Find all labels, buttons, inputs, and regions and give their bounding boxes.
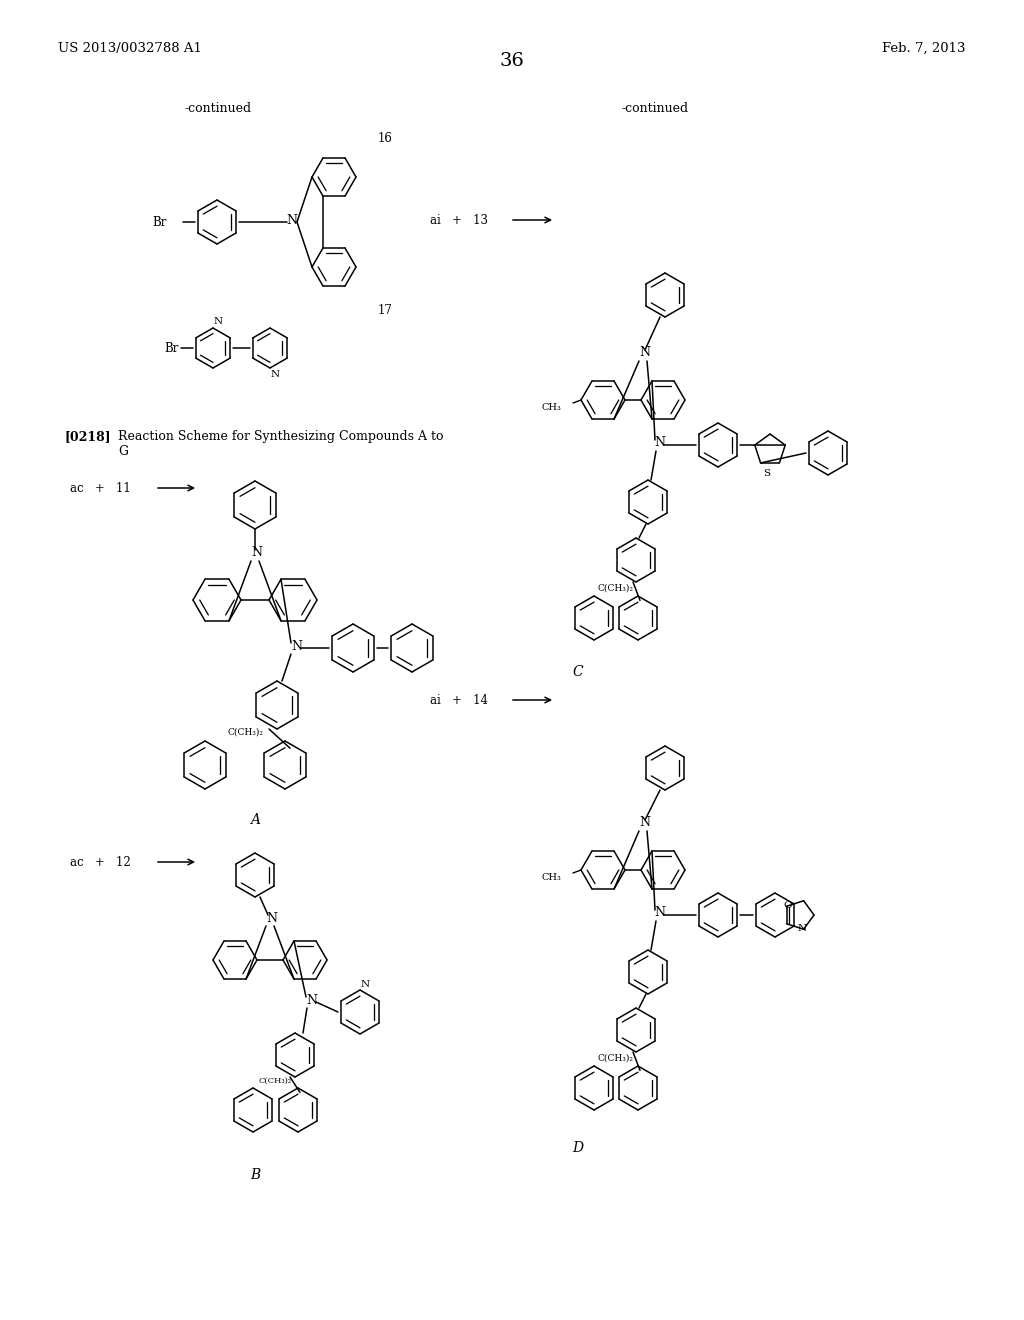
Text: C(CH₃)₂: C(CH₃)₂ [227, 729, 263, 737]
Text: ai   +   14: ai + 14 [430, 693, 488, 706]
Text: N: N [654, 437, 666, 450]
Text: S: S [764, 469, 771, 478]
Text: O: O [783, 900, 793, 909]
Text: ac   +   11: ac + 11 [70, 482, 131, 495]
Text: A: A [250, 813, 260, 828]
Text: CH₃: CH₃ [541, 874, 561, 883]
Text: N: N [640, 817, 650, 829]
Text: C(CH₃)₂: C(CH₃)₂ [598, 583, 634, 593]
Text: ai   +   13: ai + 13 [430, 214, 488, 227]
Text: Feb. 7, 2013: Feb. 7, 2013 [883, 42, 966, 55]
Text: 16: 16 [378, 132, 393, 144]
Text: N: N [654, 907, 666, 920]
Text: -continued: -continued [184, 102, 252, 115]
Text: D: D [572, 1140, 583, 1155]
Text: C(CH₃)₂: C(CH₃)₂ [598, 1053, 634, 1063]
Text: US 2013/0032788 A1: US 2013/0032788 A1 [58, 42, 202, 55]
Text: C(CH₃)₂: C(CH₃)₂ [259, 1077, 292, 1085]
Text: B: B [250, 1168, 260, 1181]
Text: Br: Br [153, 215, 167, 228]
Text: -continued: -continued [622, 102, 688, 115]
Text: N: N [287, 214, 298, 227]
Text: 36: 36 [500, 51, 524, 70]
Text: Br: Br [165, 342, 179, 355]
Text: N: N [797, 924, 806, 933]
Text: 17: 17 [378, 304, 393, 317]
Text: N: N [214, 317, 223, 326]
Text: N: N [252, 545, 262, 558]
Text: C: C [572, 665, 583, 678]
Text: N: N [266, 912, 278, 924]
Text: N: N [640, 346, 650, 359]
Text: N: N [361, 979, 370, 989]
Text: Reaction Scheme for Synthesizing Compounds A to
G: Reaction Scheme for Synthesizing Compoun… [118, 430, 443, 458]
Text: N: N [271, 370, 281, 379]
Text: N: N [292, 639, 302, 652]
Text: ac   +   12: ac + 12 [70, 855, 131, 869]
Text: [0218]: [0218] [65, 430, 112, 444]
Text: CH₃: CH₃ [541, 404, 561, 412]
Text: N: N [306, 994, 317, 1006]
